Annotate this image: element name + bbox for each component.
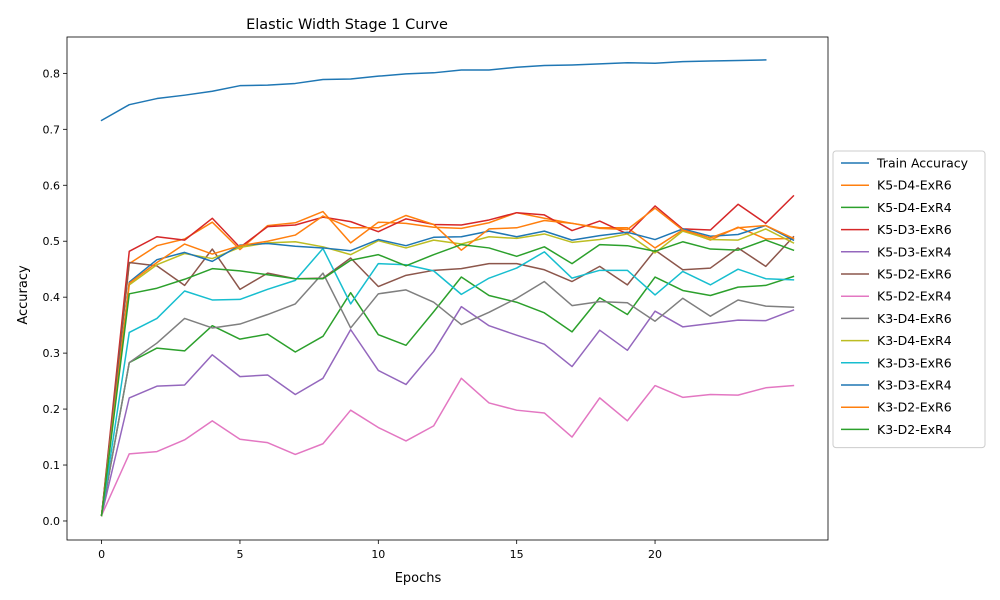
series-line-k3-d2-exr4: [100, 239, 795, 517]
x-tick-label: 0: [98, 548, 105, 561]
series-line-k5-d2-exr6: [100, 235, 795, 517]
y-tick-label: 0.6: [43, 179, 61, 192]
legend-label: K5-D2-ExR6: [877, 267, 952, 282]
x-tick-label: 15: [510, 548, 524, 561]
legend-label: Train Accuracy: [876, 156, 969, 171]
y-tick-label: 0.3: [43, 347, 61, 360]
series-line-k3-d3-exr6: [100, 247, 795, 517]
y-tick-label: 0.8: [43, 67, 61, 80]
legend-label: K3-D2-ExR6: [877, 400, 952, 415]
x-tick-label: 5: [236, 548, 243, 561]
legend-label: K5-D4-ExR6: [877, 178, 952, 193]
legend-label: K5-D4-ExR4: [877, 200, 952, 215]
legend-label: K3-D4-ExR4: [877, 333, 952, 348]
series-line-train-accuracy: [100, 59, 767, 122]
series-line-k3-d2-exr6: [100, 207, 795, 517]
y-tick-label: 0.0: [43, 515, 61, 528]
y-tick-label: 0.4: [43, 291, 61, 304]
legend-label: K3-D4-ExR6: [877, 311, 952, 326]
axes: 0 5 10 15 20 0.0 0.1 0.2 0.3 0.4 0.5 0.6 0.7 0.8: [43, 36, 829, 561]
chart-title: Elastic Width Stage 1 Curve: [246, 17, 448, 33]
legend-label: K5-D3-ExR4: [877, 244, 952, 259]
y-tick-label: 0.5: [43, 235, 61, 248]
series-lines: [100, 59, 795, 517]
y-axis-label: Accuracy: [16, 265, 31, 325]
plot-frame: [66, 36, 829, 541]
legend-label: K3-D3-ExR6: [877, 355, 952, 370]
legend-label: K5-D2-ExR4: [877, 289, 952, 304]
legend: Train Accuracy K5-D4-ExR6 K5-D4-ExR4 K5-D3-…: [832, 150, 986, 449]
legend-box: [832, 150, 986, 449]
y-tick-label: 0.7: [43, 123, 61, 136]
y-tick-label: 0.1: [43, 459, 61, 472]
legend-label: K5-D3-ExR6: [877, 222, 952, 237]
series-line-k3-d4-exr6: [100, 272, 795, 517]
x-tick-label: 10: [371, 548, 385, 561]
series-line-k3-d4-exr4: [100, 228, 795, 517]
x-tick-label: 20: [648, 548, 662, 561]
x-axis-label: Epochs: [395, 571, 442, 586]
series-line-k5-d3-exr4: [100, 305, 795, 517]
legend-label: K3-D2-ExR4: [877, 422, 952, 437]
y-tick-label: 0.2: [43, 403, 61, 416]
series-line-k5-d4-exr6: [100, 210, 795, 517]
legend-label: K3-D3-ExR4: [877, 378, 952, 393]
series-line-k5-d2-exr4: [100, 377, 795, 517]
series-line-k5-d3-exr6: [100, 194, 795, 517]
